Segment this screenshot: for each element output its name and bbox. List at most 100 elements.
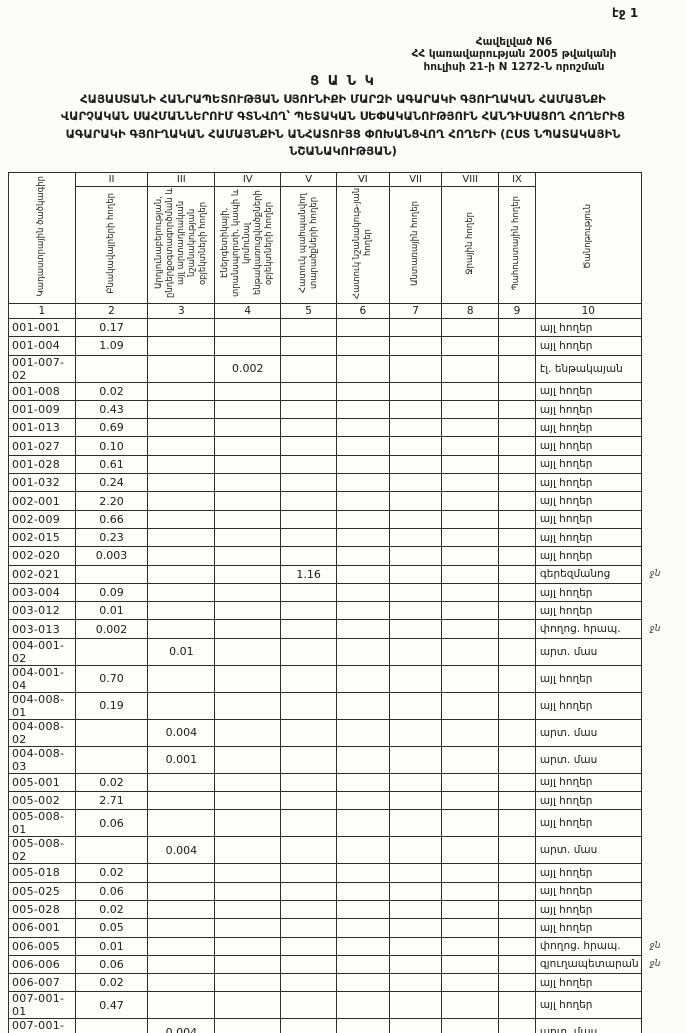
- cell-value-col2: 0.70: [74, 664, 149, 693]
- cell-value-col7: [388, 881, 443, 901]
- cell-value-col2: 0.06: [74, 954, 149, 975]
- cell-value-col4: [214, 546, 282, 566]
- cell-value-col5: [280, 418, 337, 438]
- cell-value-col7: [388, 863, 443, 883]
- roman-numeral-VII: VII: [388, 172, 443, 187]
- cell-value-col2: 0.61: [74, 454, 149, 475]
- cell-value-col5: [280, 973, 337, 993]
- table-row: 001-008 0.02 այլ հողեր: [8, 381, 686, 401]
- cell-value-col3: [147, 918, 216, 938]
- cell-value-col5: [280, 601, 337, 621]
- cell-value-col4: [214, 664, 282, 693]
- cell-value-col5: [280, 619, 337, 639]
- column-header-note-label: Ծանոթություն: [582, 204, 593, 269]
- cell-note: այլ հողեր: [534, 691, 642, 720]
- roman-numeral-IV: IV: [214, 172, 282, 187]
- cell-value-col4: [214, 954, 282, 975]
- cell-value-col4: [214, 399, 282, 420]
- cell-value-col3: [147, 619, 216, 639]
- cell-value-col8: [441, 1018, 500, 1033]
- cell-note: այլ հողեր: [534, 582, 642, 603]
- cell-value-col8: [441, 454, 500, 475]
- cell-note: այլ հողեր: [534, 664, 642, 693]
- cell-cadastral-code: 007-001-02: [8, 1018, 76, 1033]
- cell-value-col9: [498, 509, 536, 529]
- table-row: 007-001-02 0.004 արտ. մաս: [8, 1018, 686, 1033]
- cell-value-col4: [214, 718, 282, 747]
- cell-value-col9: [498, 899, 536, 920]
- cell-value-col3: [147, 564, 216, 584]
- cell-cadastral-code: 004-001-04: [8, 664, 76, 693]
- cell-value-col8: [441, 399, 500, 420]
- cell-value-col8: [441, 991, 500, 1020]
- cell-note: արտ. մաս: [534, 836, 642, 865]
- column-header-2-label: Բնակավայրերի հողեր: [106, 192, 116, 294]
- margin-note: [641, 382, 686, 400]
- cell-value-col2: 2.20: [74, 491, 149, 511]
- cell-value-col5: [280, 809, 337, 838]
- cell-value-col6: [335, 399, 390, 420]
- table-row: 001-007-02 0.002 էլ. ենթակայան: [8, 354, 686, 383]
- cell-value-col6: [335, 809, 390, 838]
- cell-note: այլ հողեր: [534, 381, 642, 401]
- margin-note: [641, 583, 686, 601]
- cell-value-col8: [441, 527, 500, 548]
- cell-value-col3: 0.004: [147, 718, 216, 747]
- cell-value-col4: [214, 809, 282, 838]
- cell-value-col2: 0.003: [74, 546, 149, 566]
- column-header-9: Պահուստային հողեր: [498, 186, 536, 304]
- cell-value-col9: [498, 336, 536, 356]
- cell-value-col6: [335, 601, 390, 621]
- cell-value-col8: [441, 509, 500, 529]
- cell-value-col2: 0.47: [74, 991, 149, 1020]
- cell-value-col6: [335, 527, 390, 548]
- cell-value-col5: [280, 718, 337, 747]
- cell-value-col4: [214, 336, 282, 356]
- column-header-6: Հատուկ նշանակութ-յան հողեր: [335, 186, 390, 304]
- cell-value-col9: [498, 991, 536, 1020]
- cell-value-col4: [214, 509, 282, 529]
- column-header-9-label: Պահուստային հողեր: [511, 195, 522, 291]
- page-subtitle: ՀԱՅԱՍՏԱՆԻ ՀԱՆՐԱՊԵՏՈՒԹՅԱՆ ՍՅՈՒՆԻՔԻ ՄԱՐԶԻ …: [8, 91, 678, 160]
- cell-value-col5: [280, 637, 337, 666]
- cell-value-col8: [441, 436, 500, 456]
- cell-value-col4: [214, 473, 282, 493]
- cell-value-col8: [441, 836, 500, 865]
- table-row: 006-001 0.05 այլ հողեր: [8, 918, 686, 938]
- table-row: 001-032 0.24 այլ հողեր: [8, 473, 686, 493]
- cell-value-col8: [441, 863, 500, 883]
- cell-value-col3: [147, 881, 216, 901]
- cell-note: փողոց. հրապ.: [534, 619, 642, 639]
- cell-value-col3: [147, 509, 216, 529]
- cell-value-col7: [388, 718, 443, 747]
- cell-cadastral-code: 006-005: [8, 936, 76, 956]
- cell-value-col4: [214, 991, 282, 1020]
- cell-value-col5: [280, 491, 337, 511]
- cell-value-col4: [214, 863, 282, 883]
- column-number-10: 10: [534, 303, 642, 319]
- cell-value-col4: [214, 317, 282, 338]
- cell-value-col4: [214, 881, 282, 901]
- cell-value-col5: [280, 936, 337, 956]
- column-header-4-label: Էներգետիկայի, տրանսպորտի, կապի և կոմունա…: [220, 189, 275, 297]
- cell-cadastral-code: 005-008-01: [8, 809, 76, 838]
- cell-value-col6: [335, 791, 390, 811]
- cell-value-col4: [214, 772, 282, 793]
- cell-value-col8: [441, 564, 500, 584]
- cell-value-col8: [441, 691, 500, 720]
- cell-value-col7: [388, 436, 443, 456]
- cell-value-col6: [335, 772, 390, 793]
- cell-value-col2: 0.06: [74, 881, 149, 901]
- cell-cadastral-code: 004-001-02: [8, 637, 76, 666]
- cell-value-col3: [147, 336, 216, 356]
- cell-value-col4: [214, 836, 282, 865]
- cell-value-col6: [335, 454, 390, 475]
- cell-value-col4: [214, 381, 282, 401]
- table-row: 007-001-01 0.47 այլ հողեր: [8, 991, 686, 1020]
- cell-note: այլ հողեր: [534, 527, 642, 548]
- cell-value-col6: [335, 491, 390, 511]
- cell-value-col3: [147, 863, 216, 883]
- cell-value-col9: [498, 601, 536, 621]
- table-header: Կադաստրային ծածկագիր II III IV V VI VII VIII IX Ծ…: [8, 172, 686, 319]
- cell-value-col8: [441, 619, 500, 639]
